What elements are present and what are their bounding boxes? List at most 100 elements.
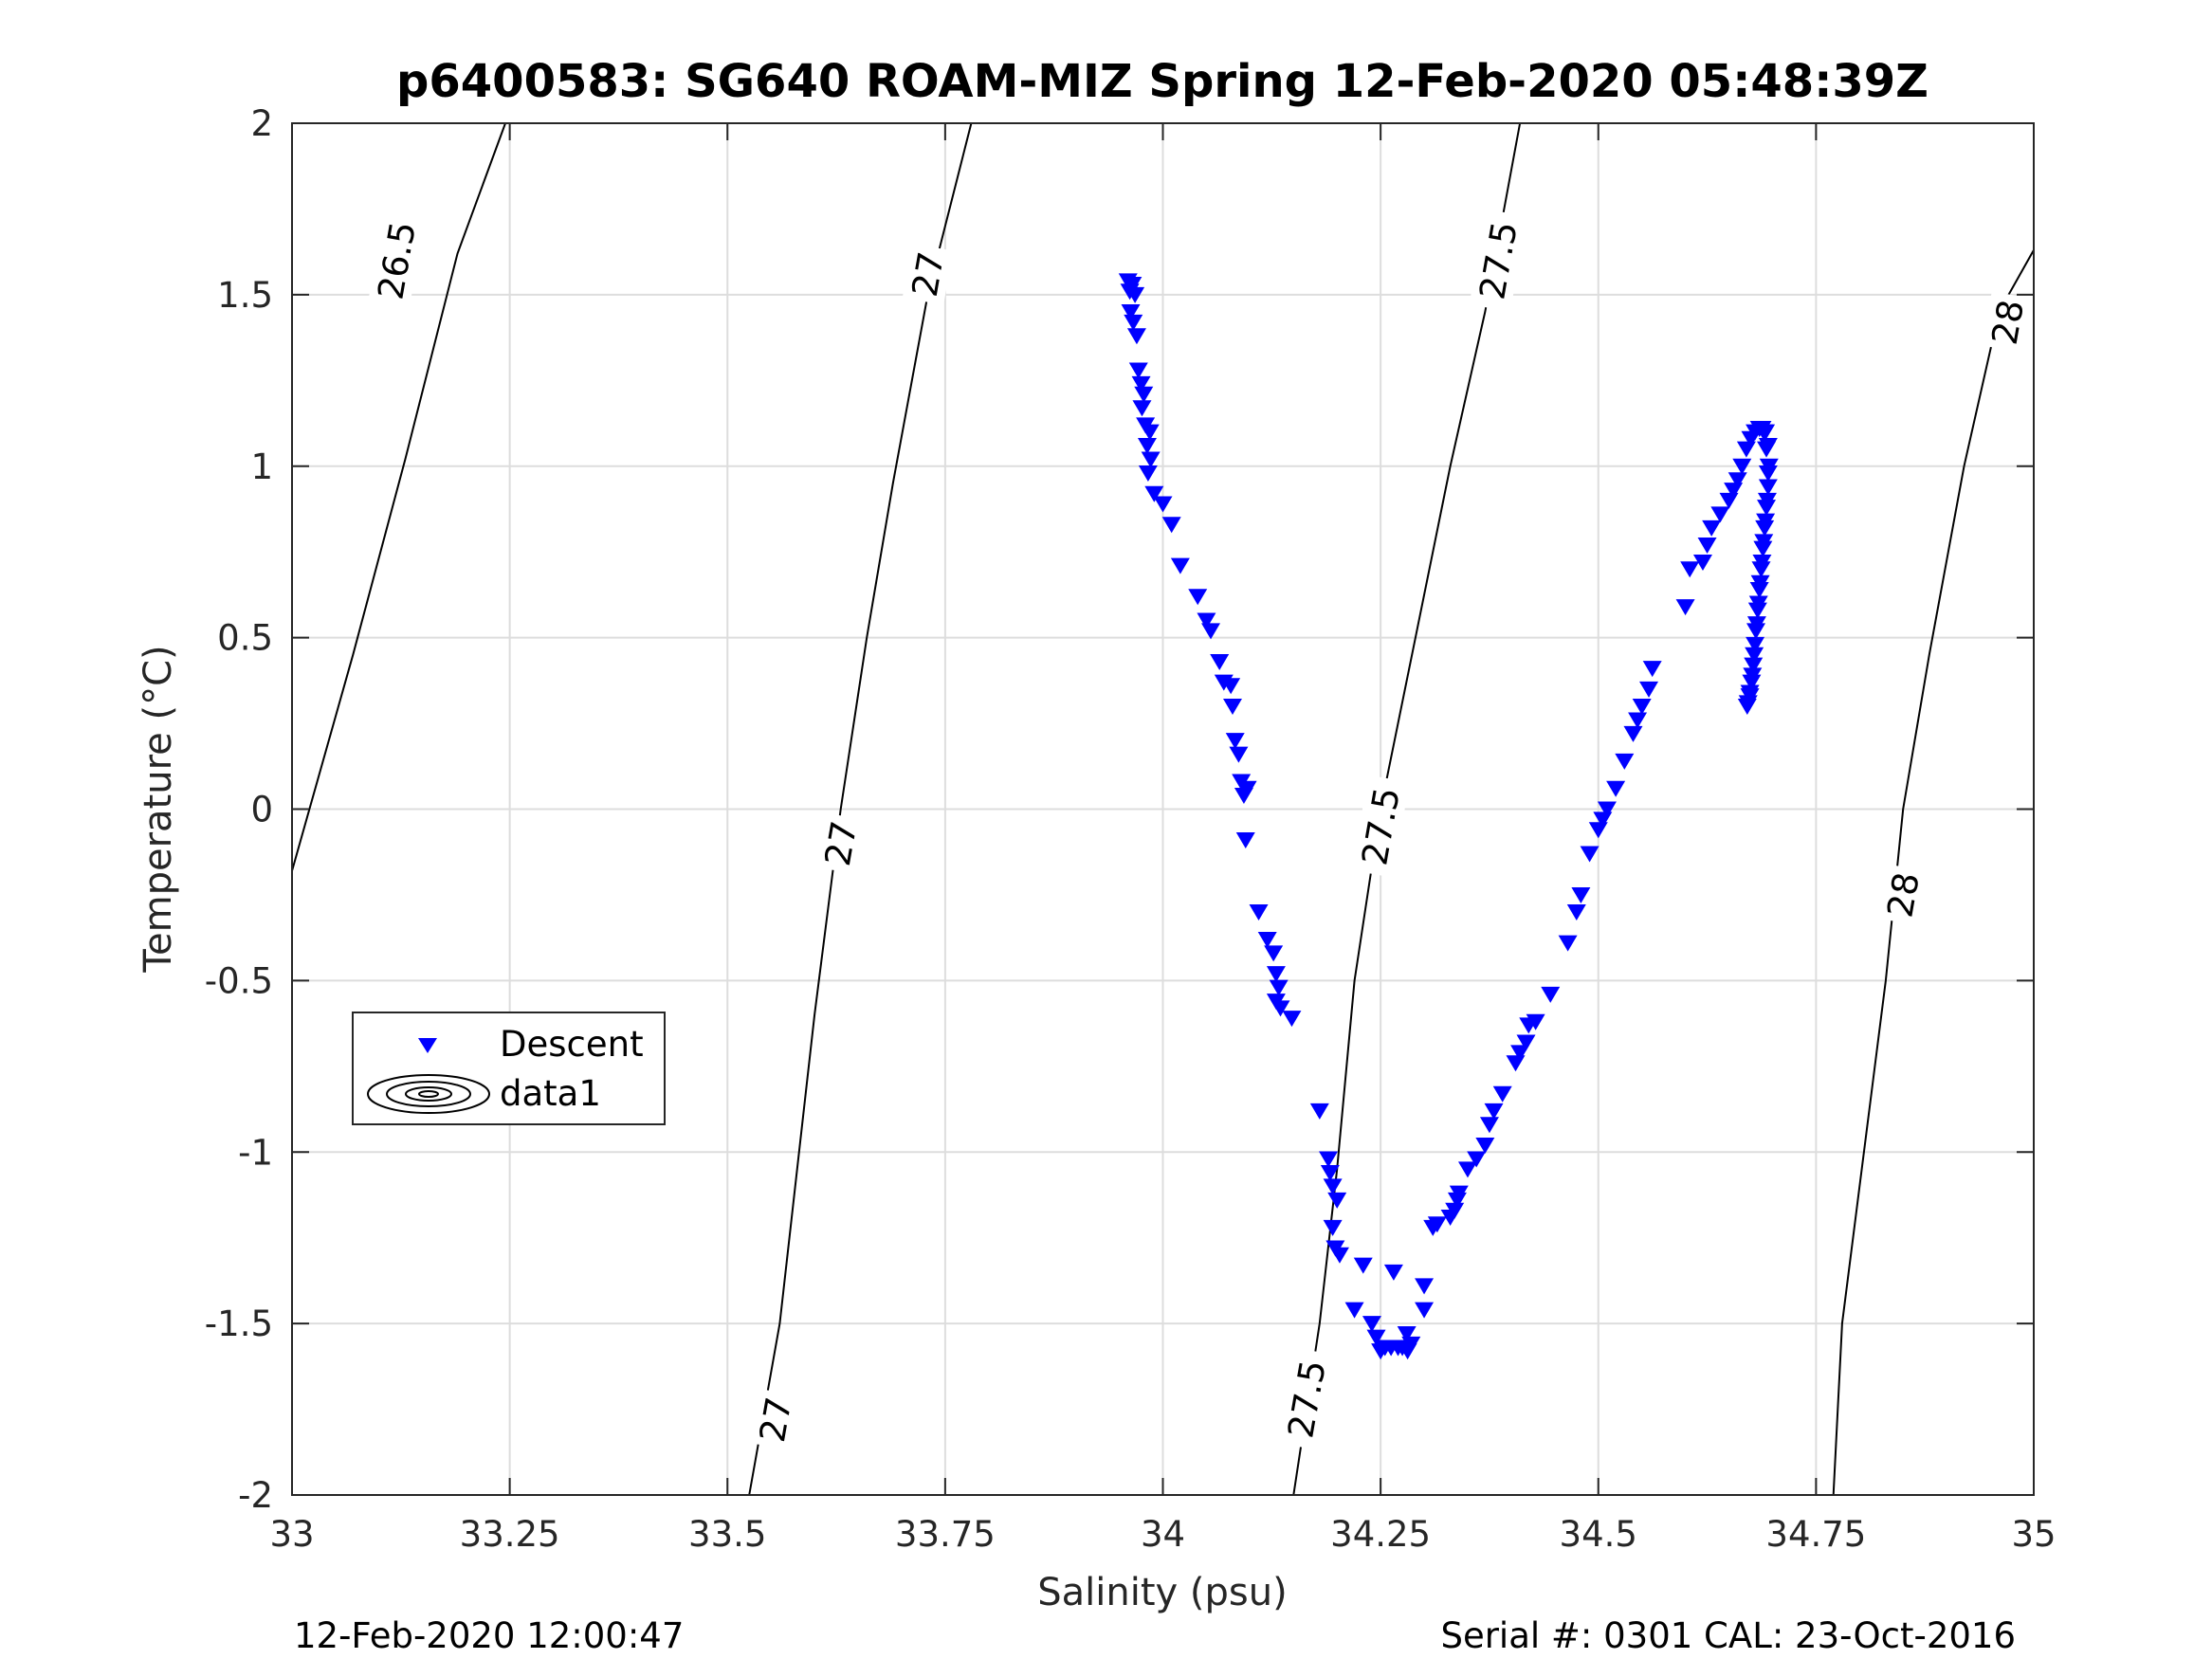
descent-point [1415,1302,1435,1319]
descent-point [1697,537,1717,554]
descent-point [1467,1151,1487,1168]
descent-point [1188,589,1208,606]
descent-point [1746,636,1765,653]
descent-point [1566,904,1586,921]
descent-point [1606,780,1626,797]
y-tick-label: 1.5 [217,275,273,316]
descent-point [1755,520,1775,537]
chart-title: p6400583: SG640 ROAM-MIZ Spring 12-Feb-2… [396,55,1929,108]
descent-point [1131,375,1151,392]
footer-timestamp: 12-Feb-2020 12:00:47 [294,1615,684,1656]
descent-point [1309,1103,1329,1120]
descent-point [1319,1151,1339,1168]
descent-point [1516,1034,1536,1051]
descent-point [1757,500,1777,517]
descent-point [1121,303,1141,320]
contour-label-text: 28 [1879,869,1928,921]
legend-contour-icon [367,1074,490,1114]
contour-label-backdrop [902,243,954,305]
y-tick-label: -1 [238,1132,273,1173]
descent-point [1383,1264,1403,1281]
descent-point [1744,657,1764,674]
descent-point [1457,1161,1477,1178]
descent-point [1323,1178,1343,1195]
contour-label-backdrop [1982,291,2034,354]
contour-label-text: 27 [752,1395,800,1446]
descent-series [1118,273,1779,1360]
descent-point [1197,612,1216,629]
x-tick-label: 33.25 [460,1514,560,1555]
descent-point [1222,698,1242,715]
descent-point [1170,557,1190,574]
descent-point [1237,780,1257,797]
descent-point [1257,931,1277,948]
legend-box [352,1012,666,1125]
contour-label-text: 28 [1984,297,2033,348]
descent-point [1269,979,1289,996]
y-tick-label: 1 [250,447,273,487]
x-axis-label: Salinity (psu) [1037,1571,1287,1614]
descent-point [1229,746,1249,763]
descent-point [1492,1085,1512,1103]
descent-point [1132,400,1152,417]
contour-label: 27 [902,243,954,305]
descent-point [1153,496,1173,513]
descent-point [1571,886,1591,903]
descent-point [1510,1045,1530,1062]
descent-point [1323,1219,1343,1236]
contour-label-backdrop [814,812,867,875]
descent-point [1580,846,1600,863]
contour-label-backdrop [1469,209,1527,312]
descent-point [1742,674,1762,691]
descent-point [1752,420,1772,437]
x-tick-label: 35 [2011,1514,2056,1555]
descent-point [1728,472,1747,489]
axis-ticks: 33 33.25 33.5 33.75 34 34.25 34.5 34.75 35 -2 -1.5… [205,103,2057,1555]
contour-label-backdrop [750,1389,801,1450]
y-tick-label: -2 [238,1475,273,1516]
descent-point [1128,362,1148,379]
descent-point [1366,1329,1386,1346]
descent-point [1747,602,1767,619]
descent-point [1134,386,1154,403]
descent-point [1282,1011,1302,1028]
descent-point [1675,599,1695,616]
x-tick-label: 34.5 [1560,1514,1637,1555]
descent-point [1479,1117,1499,1134]
descent-point [1740,688,1760,705]
density-contour-line [748,122,973,1496]
contour-label-backdrop [1277,1347,1336,1450]
contour-label-text: 27 [905,248,953,300]
descent-point [1743,667,1763,684]
contour-label: 28 [1877,864,1929,926]
descent-point [1642,661,1662,678]
descent-point [1758,438,1778,455]
descent-point [1737,698,1757,715]
descent-point [1623,725,1643,742]
density-contour-line [291,122,506,871]
descent-point [1161,517,1181,534]
descent-point [1746,623,1765,640]
descent-point [1710,506,1730,523]
contour-label-backdrop [1877,864,1929,926]
descent-point [1484,1103,1504,1120]
descent-point [1201,623,1221,640]
descent-point [1320,1164,1340,1181]
legend-descent-label: Descent [500,1024,644,1065]
y-tick-label: -0.5 [205,960,273,1001]
descent-point [1249,904,1269,921]
descent-point [1758,465,1778,482]
descent-point [1445,1202,1465,1219]
descent-point [1225,733,1245,750]
descent-point [1615,753,1635,770]
legend: Descent data1 [352,1012,666,1125]
contour-label: 27.5 [1351,775,1410,878]
descent-point [1266,966,1286,983]
contour-label: 27 [750,1389,801,1450]
descent-point [1397,1325,1417,1342]
descent-point [1125,286,1145,303]
descent-point [1558,935,1578,952]
descent-point [1628,712,1648,729]
contour-label: 27 [814,812,867,875]
